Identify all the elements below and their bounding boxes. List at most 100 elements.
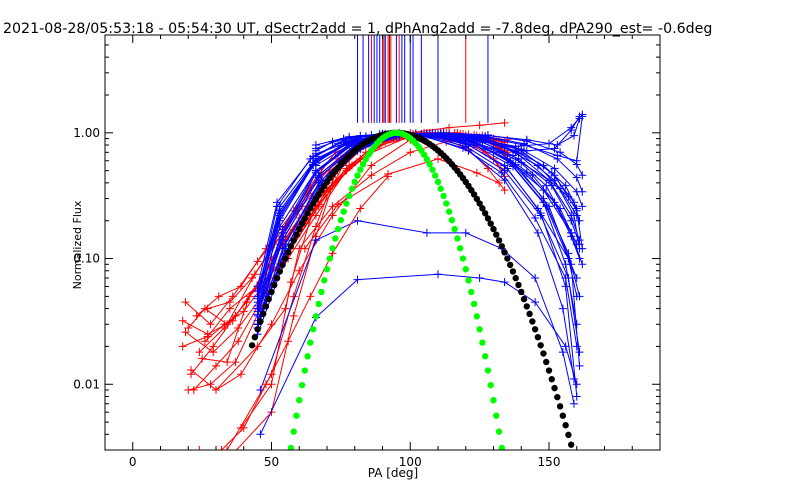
data-point [275, 209, 284, 218]
fit-dot [504, 479, 510, 485]
data-point [311, 211, 320, 220]
data-point [572, 156, 581, 165]
data-point [217, 446, 226, 450]
fit-dot [309, 200, 317, 207]
fit-dot [493, 231, 500, 238]
fit-dot [309, 326, 317, 333]
fit-dot [534, 334, 542, 341]
data-point [314, 173, 323, 182]
data-point [578, 171, 587, 180]
data-point [475, 274, 484, 283]
fit-dot [459, 255, 467, 262]
data-point [567, 260, 576, 269]
fit-dot [354, 172, 361, 179]
y-axis-label: Normalized Flux [71, 200, 84, 289]
data-point [184, 324, 193, 333]
fit-dot [329, 245, 336, 252]
fit-dot [468, 288, 475, 296]
data-point [192, 311, 201, 320]
data-point [536, 211, 545, 220]
data-point [475, 121, 484, 130]
data-point [353, 216, 362, 225]
fit-dot [423, 156, 431, 163]
data-point [334, 139, 343, 148]
data-point [334, 200, 343, 209]
data-point [200, 337, 209, 346]
fit-dot [312, 313, 320, 320]
fit-dot [445, 208, 453, 215]
data-point [550, 164, 559, 173]
fit-dot [262, 303, 270, 310]
fit-dot [526, 310, 533, 318]
data-point [178, 342, 187, 351]
data-point [572, 211, 581, 220]
fit-dot [254, 485, 260, 491]
fit-dot [531, 326, 539, 333]
fit-dot [304, 353, 311, 360]
data-point [256, 430, 265, 439]
fit-dot [307, 339, 314, 346]
data-point [456, 137, 465, 146]
fit-dot [279, 485, 285, 491]
x-tick-label: 100 [399, 455, 422, 469]
data-point [356, 204, 365, 213]
data-point [533, 161, 542, 170]
fit-dot [321, 277, 328, 284]
data-point [253, 287, 262, 296]
data-point [569, 399, 578, 408]
data-point [472, 134, 481, 143]
data-point [223, 358, 232, 367]
fit-dot [484, 215, 492, 222]
data-point [522, 135, 531, 144]
fit-dot [257, 485, 263, 491]
data-point [575, 216, 584, 225]
fit-dot [501, 249, 508, 256]
x-tick-label: 50 [264, 455, 279, 469]
fit-dot [251, 334, 259, 341]
data-point [572, 342, 581, 351]
axes-group: 0 50 100 150 0.01 0.10 1.00 [73, 34, 661, 469]
data-point [422, 228, 431, 237]
data-point [273, 198, 282, 207]
series-22 [253, 129, 581, 351]
fit-dot [490, 396, 497, 404]
data-point [500, 176, 509, 185]
fit-dot [346, 192, 353, 200]
data-point [531, 298, 540, 307]
series-line [304, 158, 500, 249]
fit-dot [501, 462, 507, 468]
data-point [575, 361, 584, 370]
fit-dot [448, 216, 456, 224]
fit-dot [248, 342, 256, 349]
data-point [572, 173, 581, 182]
fit-dot [532, 485, 538, 491]
y-tick-label: 0.10 [73, 252, 100, 266]
data-point [500, 118, 509, 127]
data-point [550, 144, 559, 153]
fit-dot [451, 225, 458, 233]
data-point [203, 304, 212, 313]
data-point [500, 186, 509, 195]
fit-dot [476, 326, 483, 333]
fit-dot [568, 441, 575, 448]
data-point [356, 131, 365, 140]
fit-dot [521, 485, 527, 491]
data-point [483, 131, 492, 140]
data-point [300, 244, 309, 253]
fit-dot [529, 318, 536, 325]
fit-dot [273, 274, 281, 282]
fit-dot [315, 300, 322, 308]
fit-dot [287, 243, 295, 250]
data-point [275, 202, 284, 211]
data-point [578, 260, 587, 269]
data-point [461, 228, 470, 237]
fit-dot [282, 479, 288, 485]
data-point [434, 154, 442, 163]
fit-dot [340, 208, 347, 215]
fit-dot [479, 339, 486, 346]
fit-dot [462, 266, 469, 273]
fit-dot [301, 215, 308, 222]
fit-dot [562, 422, 569, 429]
data-point [267, 408, 276, 417]
fit-dot [296, 225, 303, 233]
